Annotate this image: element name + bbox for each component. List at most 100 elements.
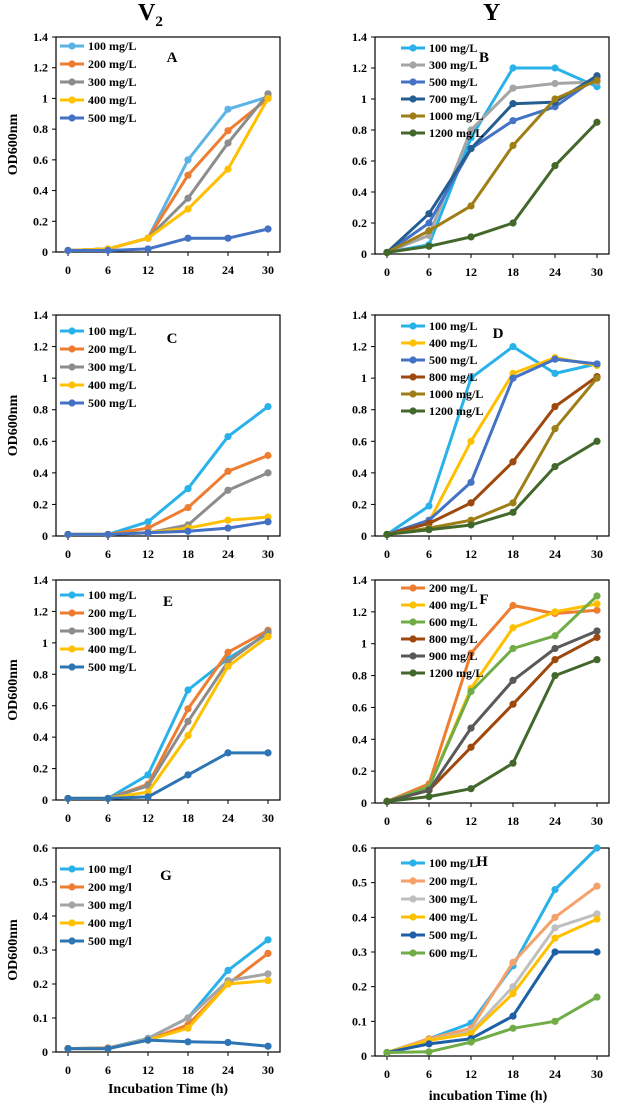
series-line xyxy=(68,520,269,536)
data-point xyxy=(467,374,475,382)
series-line xyxy=(385,74,598,254)
x-tick-label: 18 xyxy=(507,814,519,828)
y-tick-label: 0.6 xyxy=(33,153,48,167)
data-point xyxy=(593,118,601,126)
y-axis-title: OD600nm xyxy=(6,113,21,175)
legend-label: 300 mg/l xyxy=(88,898,132,912)
data-point xyxy=(264,94,272,103)
x-tick-label: 30 xyxy=(262,263,274,277)
data-point xyxy=(144,529,152,537)
data-point xyxy=(593,360,601,368)
data-point xyxy=(264,936,272,944)
legend-label: 300 mg/L xyxy=(88,624,136,638)
y-tick-label: 0.2 xyxy=(352,497,367,511)
data-point xyxy=(184,717,192,726)
data-point xyxy=(184,1014,192,1022)
legend: 100 mg/L 200 mg/L 300 mg/L 400 mg/L 500 mg/L… xyxy=(401,856,477,960)
legend-label: 400 mg/l xyxy=(88,916,132,930)
x-tick-label: 30 xyxy=(591,1067,603,1081)
y-tick-label: 0.2 xyxy=(352,980,367,994)
y-tick-label: 0.8 xyxy=(33,667,48,681)
data-point xyxy=(425,227,433,235)
y-tick-label: 0.6 xyxy=(352,700,367,714)
data-point xyxy=(509,983,517,991)
data-point xyxy=(551,671,559,680)
y-tick-label: 1 xyxy=(42,91,48,105)
x-tick-label: 30 xyxy=(262,1063,274,1077)
y-tick-label: 0.5 xyxy=(33,875,48,889)
data-point xyxy=(184,1038,192,1046)
y-tick-label: 0.6 xyxy=(352,841,367,855)
y-tick-label: 0.1 xyxy=(33,1011,48,1025)
data-point xyxy=(224,105,232,113)
legend-label: 400 mg/L xyxy=(88,93,136,107)
y-tick-label: 0 xyxy=(361,529,367,543)
legend-label: 400 mg/L xyxy=(429,910,477,924)
data-point xyxy=(264,469,272,477)
data-point xyxy=(551,95,559,103)
plot-frame xyxy=(55,579,281,801)
y-tick-label: 1.2 xyxy=(352,340,367,354)
data-point xyxy=(467,649,475,657)
plot-frame xyxy=(55,314,281,537)
data-point xyxy=(264,977,272,985)
data-point xyxy=(551,425,559,433)
data-point xyxy=(551,934,559,942)
series-line xyxy=(386,440,598,536)
data-point xyxy=(593,374,601,382)
y-tick-label: 1 xyxy=(42,371,48,385)
legend-label: 100 mg/L xyxy=(88,324,136,338)
panel-g: 0 0.1 0.2 0.3 0.4 0.5 0.6 0 6 12 18 24 30 OD600nm Incu… xyxy=(6,841,281,1097)
data-point xyxy=(467,785,475,793)
legend-marker xyxy=(409,95,417,103)
data-point xyxy=(264,949,272,958)
plot-frame xyxy=(374,36,610,255)
legend-marker xyxy=(409,618,417,626)
x-tick-label: 12 xyxy=(465,547,477,561)
data-point xyxy=(467,437,475,445)
data-point xyxy=(184,194,192,202)
y-tick-label: 1 xyxy=(361,371,367,385)
x-tick-label: 0 xyxy=(65,263,71,277)
legend: 200 mg/L 400 mg/L 600 mg/L 800 mg/L 900 mg/L… xyxy=(401,581,483,680)
panel-label: H xyxy=(476,854,488,870)
data-point xyxy=(383,530,391,539)
y-tick-label: 1.4 xyxy=(33,308,48,322)
y-tick-label: 0.4 xyxy=(352,732,367,746)
data-point xyxy=(467,145,475,153)
y-tick-label: 0 xyxy=(361,247,367,261)
y-tick-label: 1 xyxy=(361,92,367,106)
data-point xyxy=(144,234,152,242)
legend: 100 mg/L 400 mg/L 500 mg/L 800 mg/L 1000 mg/… xyxy=(401,319,483,418)
y-tick-label: 1.4 xyxy=(33,30,48,44)
data-point xyxy=(593,844,601,852)
data-point xyxy=(593,600,601,608)
x-tick-label: 12 xyxy=(142,263,154,277)
column-title-right: Y xyxy=(483,0,500,26)
series-line xyxy=(386,995,598,1054)
series-line xyxy=(386,658,598,803)
data-point xyxy=(551,644,559,653)
data-point xyxy=(467,202,475,210)
legend-label: 400 mg/L xyxy=(429,336,477,350)
x-tick-label: 0 xyxy=(384,265,390,279)
data-point xyxy=(144,771,152,779)
legend-label: 800 mg/L xyxy=(429,632,477,646)
data-point xyxy=(224,139,232,147)
data-point xyxy=(264,1042,272,1050)
data-point xyxy=(509,458,517,466)
data-point xyxy=(383,248,391,257)
legend-marker xyxy=(409,78,417,86)
data-point xyxy=(509,117,517,125)
legend-label: 200 mg/L xyxy=(88,57,136,71)
x-tick-label: 0 xyxy=(384,814,390,828)
data-point xyxy=(551,162,559,170)
data-point xyxy=(551,79,559,88)
data-point xyxy=(264,402,272,411)
legend-marker xyxy=(409,356,417,364)
legend: 100 mg/L 200 mg/L 300 mg/L 400 mg/L 500 mg/L xyxy=(60,39,136,125)
data-point xyxy=(184,234,192,242)
data-point xyxy=(224,486,232,494)
